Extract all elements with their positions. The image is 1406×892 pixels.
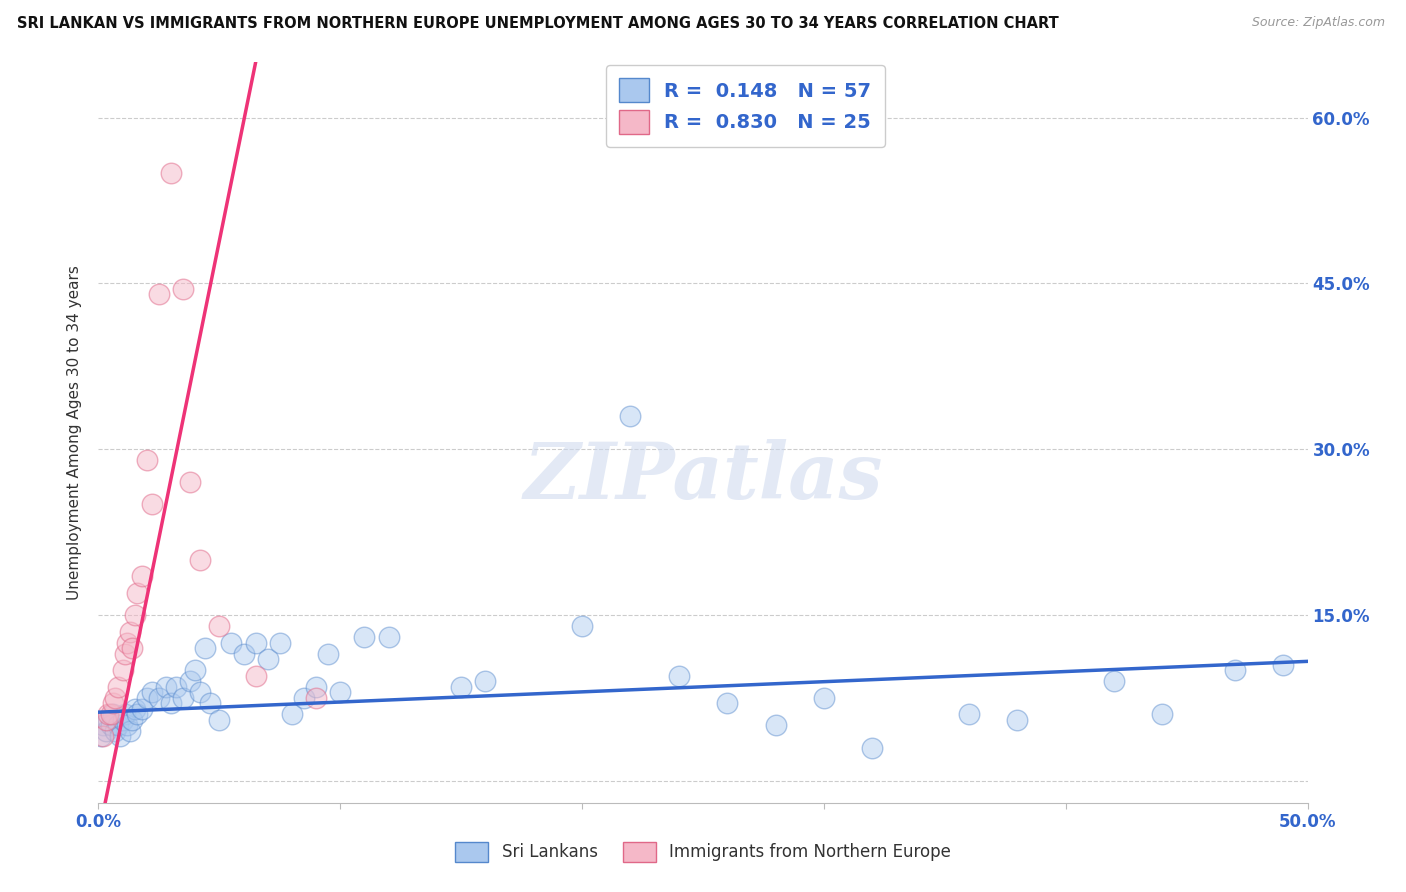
Point — [148, 287, 170, 301]
Point — [108, 730, 131, 744]
Point — [118, 723, 141, 738]
Point — [104, 690, 127, 705]
Point — [184, 663, 207, 677]
Point — [619, 409, 641, 423]
Point — [101, 697, 124, 711]
Point — [94, 713, 117, 727]
Point — [194, 641, 217, 656]
Legend: Sri Lankans, Immigrants from Northern Europe: Sri Lankans, Immigrants from Northern Eu… — [449, 835, 957, 869]
Point — [281, 707, 304, 722]
Point — [198, 697, 221, 711]
Y-axis label: Unemployment Among Ages 30 to 34 years: Unemployment Among Ages 30 to 34 years — [67, 265, 83, 600]
Point — [305, 680, 328, 694]
Point — [179, 674, 201, 689]
Point — [668, 669, 690, 683]
Point — [94, 723, 117, 738]
Point — [256, 652, 278, 666]
Point — [450, 680, 472, 694]
Point — [269, 635, 291, 649]
Point — [100, 707, 122, 722]
Point — [100, 718, 122, 732]
Point — [141, 685, 163, 699]
Point — [208, 713, 231, 727]
Point — [135, 690, 157, 705]
Point — [765, 718, 787, 732]
Point — [172, 690, 194, 705]
Point — [114, 647, 136, 661]
Point — [160, 166, 183, 180]
Point — [155, 680, 177, 694]
Point — [179, 475, 201, 490]
Point — [131, 702, 153, 716]
Point — [104, 723, 127, 738]
Point — [1272, 657, 1295, 672]
Point — [107, 718, 129, 732]
Point — [118, 624, 141, 639]
Point — [107, 680, 129, 694]
Point — [232, 647, 254, 661]
Point — [208, 619, 231, 633]
Text: Source: ZipAtlas.com: Source: ZipAtlas.com — [1251, 16, 1385, 29]
Point — [127, 707, 149, 722]
Point — [716, 697, 738, 711]
Point — [305, 690, 328, 705]
Point — [329, 685, 352, 699]
Point — [245, 635, 267, 649]
Point — [91, 718, 114, 732]
Point — [474, 674, 496, 689]
Point — [111, 663, 134, 677]
Point — [292, 690, 315, 705]
Point — [188, 552, 211, 566]
Point — [1007, 713, 1029, 727]
Point — [377, 630, 399, 644]
Point — [316, 647, 339, 661]
Point — [117, 635, 139, 649]
Point — [165, 680, 187, 694]
Point — [124, 702, 146, 716]
Text: ZIPatlas: ZIPatlas — [523, 439, 883, 516]
Point — [172, 282, 194, 296]
Point — [245, 669, 267, 683]
Point — [160, 697, 183, 711]
Point — [813, 690, 835, 705]
Point — [97, 713, 120, 727]
Point — [114, 707, 136, 722]
Point — [221, 635, 243, 649]
Point — [90, 730, 112, 744]
Point — [131, 569, 153, 583]
Point — [121, 641, 143, 656]
Point — [571, 619, 593, 633]
Point — [111, 713, 134, 727]
Text: SRI LANKAN VS IMMIGRANTS FROM NORTHERN EUROPE UNEMPLOYMENT AMONG AGES 30 TO 34 Y: SRI LANKAN VS IMMIGRANTS FROM NORTHERN E… — [17, 16, 1059, 31]
Point — [860, 740, 883, 755]
Point — [188, 685, 211, 699]
Point — [1152, 707, 1174, 722]
Point — [91, 730, 114, 744]
Point — [148, 690, 170, 705]
Point — [141, 498, 163, 512]
Point — [124, 607, 146, 622]
Point — [121, 713, 143, 727]
Point — [117, 718, 139, 732]
Point — [957, 707, 980, 722]
Point — [135, 453, 157, 467]
Point — [1223, 663, 1246, 677]
Point — [1102, 674, 1125, 689]
Point — [353, 630, 375, 644]
Point — [101, 707, 124, 722]
Point — [97, 707, 120, 722]
Point — [127, 586, 149, 600]
